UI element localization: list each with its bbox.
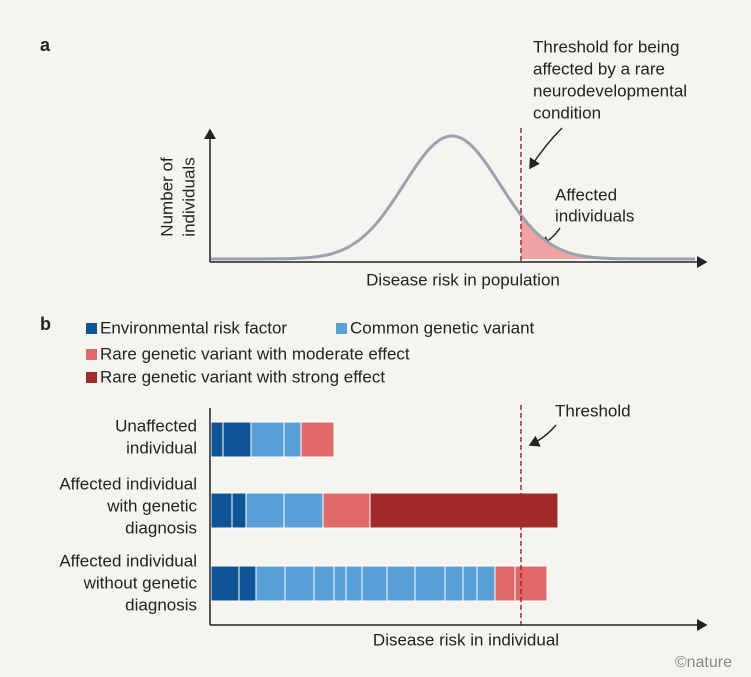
- threshold-note: Threshold: [555, 401, 631, 420]
- x-axis-label: Disease risk in population: [366, 270, 560, 289]
- credit: ©nature: [675, 654, 732, 671]
- segment: [250, 421, 285, 458]
- threshold-note: Threshold for being: [533, 37, 679, 56]
- row-label: individual: [126, 438, 197, 457]
- segment: [462, 565, 478, 602]
- legend-label: Rare genetic variant with strong effect: [100, 367, 385, 386]
- segment: [494, 565, 516, 602]
- segment: [283, 421, 302, 458]
- segment: [231, 492, 247, 529]
- segment: [414, 565, 446, 602]
- legend-label: Environmental risk factor: [100, 318, 287, 337]
- segment: [255, 565, 286, 602]
- legend-swatch: [86, 349, 97, 360]
- segment: [322, 492, 371, 529]
- segment: [476, 565, 496, 602]
- segment: [386, 565, 416, 602]
- risk-bars: [210, 421, 559, 602]
- segment: [444, 565, 464, 602]
- segment: [313, 565, 335, 602]
- segment: [210, 565, 240, 602]
- y-axis-label: Number of: [157, 157, 176, 237]
- segment: [222, 421, 252, 458]
- segment: [345, 565, 363, 602]
- segment: [300, 421, 335, 458]
- legend-label: Common genetic variant: [350, 318, 535, 337]
- segment: [333, 565, 347, 602]
- affected-area: [521, 215, 600, 259]
- segment: [210, 421, 224, 458]
- row-label: with genetic: [106, 496, 197, 515]
- segment: [514, 565, 548, 602]
- legend-label: Rare genetic variant with moderate effec…: [100, 344, 410, 363]
- segment: [245, 492, 285, 529]
- panel-label: b: [40, 314, 51, 334]
- arrow: [528, 424, 557, 447]
- arrow: [529, 127, 563, 170]
- segment: [361, 565, 388, 602]
- segment: [284, 565, 315, 602]
- row-label: Affected individual: [59, 474, 197, 493]
- row-label: diagnosis: [125, 518, 197, 537]
- threshold-note: condition: [533, 103, 601, 122]
- row-label: Affected individual: [59, 551, 197, 570]
- threshold-note: neurodevelopmental: [533, 81, 687, 100]
- segment: [283, 492, 324, 529]
- threshold-note: affected by a rare: [533, 59, 665, 78]
- row-label: without genetic: [83, 573, 198, 592]
- segment: [369, 492, 559, 529]
- panel-label: a: [40, 35, 51, 55]
- x-axis-label: Disease risk in individual: [373, 630, 559, 649]
- row-label: diagnosis: [125, 595, 197, 614]
- segment: [238, 565, 257, 602]
- legend-swatch: [86, 323, 97, 334]
- distribution-curve: [211, 134, 695, 261]
- affected-note: Affected: [555, 185, 617, 204]
- legend-swatch: [86, 372, 97, 383]
- y-axis-label: individuals: [179, 157, 198, 236]
- row-label: Unaffected: [115, 416, 197, 435]
- legend-swatch: [336, 323, 347, 334]
- affected-note: individuals: [555, 206, 634, 225]
- segment: [210, 492, 233, 529]
